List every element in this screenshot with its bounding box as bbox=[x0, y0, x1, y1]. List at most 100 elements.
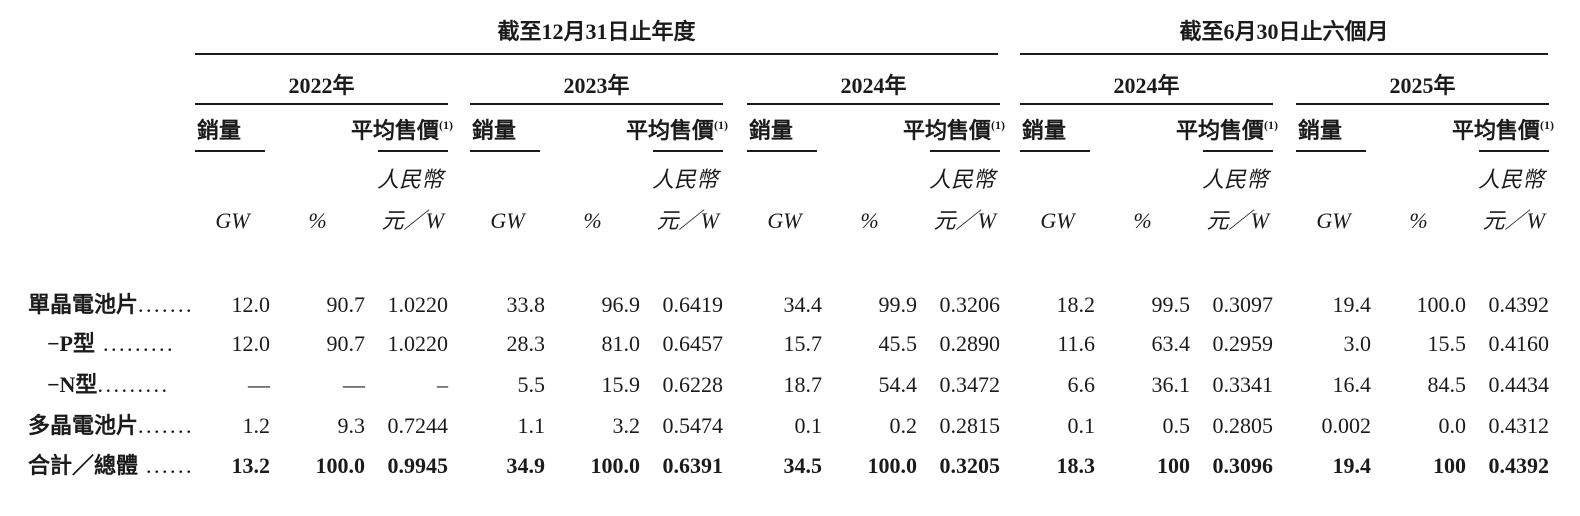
data-cell: 19.4 bbox=[1332, 292, 1372, 317]
data-cell: 0.4312 bbox=[1488, 413, 1550, 438]
data-cell: 54.4 bbox=[878, 372, 918, 397]
data-cell: 0.3206 bbox=[939, 292, 1001, 317]
period-section-underline bbox=[1020, 53, 1548, 55]
data-cell: 13.2 bbox=[231, 453, 271, 478]
leader-dots: ....... bbox=[138, 413, 195, 438]
data-cell: 12.0 bbox=[231, 331, 271, 356]
data-cell: 34.5 bbox=[783, 453, 823, 478]
data-cell: 11.6 bbox=[1057, 331, 1095, 356]
data-cell: 90.7 bbox=[326, 331, 366, 356]
volume-column-header: 銷量 bbox=[197, 118, 242, 143]
data-cell: 0.6228 bbox=[662, 372, 724, 397]
asp-underline bbox=[1203, 150, 1273, 152]
data-cell: 0.2805 bbox=[1212, 413, 1274, 438]
data-cell: 34.9 bbox=[506, 453, 546, 478]
data-cell: 3.2 bbox=[612, 413, 641, 438]
unit-gw-label: GW bbox=[1316, 208, 1351, 233]
currency-label: 人民幣 bbox=[376, 167, 443, 192]
asp-label: 平均售價 bbox=[625, 118, 714, 143]
volume-underline bbox=[1296, 150, 1366, 152]
data-cell: 0.2890 bbox=[939, 331, 1001, 356]
data-cell: 6.6 bbox=[1067, 372, 1096, 397]
unit-gw-label: GW bbox=[767, 208, 802, 233]
asp-underline bbox=[1479, 150, 1549, 152]
data-cell: — bbox=[248, 372, 270, 397]
data-cell: 3.0 bbox=[1343, 331, 1372, 356]
data-cell: 0.5 bbox=[1162, 413, 1191, 438]
data-cell: 0.4160 bbox=[1488, 331, 1550, 356]
year-header: 2024年 bbox=[1113, 73, 1180, 98]
data-cell: 1.0220 bbox=[387, 292, 449, 317]
year-underline bbox=[195, 103, 448, 105]
data-cell: 100.0 bbox=[1416, 292, 1467, 317]
data-cell: 0.2959 bbox=[1212, 331, 1274, 356]
volume-column-header: 銷量 bbox=[472, 118, 517, 143]
data-cell: 84.5 bbox=[1427, 372, 1467, 397]
data-cell: 100.0 bbox=[590, 453, 641, 478]
leader-dots: ...... bbox=[138, 453, 195, 478]
asp-underline bbox=[653, 150, 723, 152]
data-cell: 0.3341 bbox=[1212, 372, 1274, 397]
unit-percent-label: % bbox=[1133, 208, 1152, 233]
data-cell: 0.3096 bbox=[1212, 453, 1274, 478]
year-header: 2025年 bbox=[1389, 73, 1456, 98]
data-cell: 0.3205 bbox=[939, 453, 1001, 478]
data-cell: 0.2 bbox=[889, 413, 918, 438]
row-label-text: −N型 bbox=[47, 372, 98, 397]
data-cell: 1.0220 bbox=[387, 331, 449, 356]
data-cell: 45.5 bbox=[878, 331, 918, 356]
data-cell: 15.9 bbox=[601, 372, 641, 397]
asp-column-header: 平均售價(1) bbox=[860, 118, 1005, 144]
unit-gw-label: GW bbox=[490, 208, 525, 233]
volume-underline bbox=[195, 150, 265, 152]
asp-label: 平均售價 bbox=[1451, 118, 1540, 143]
data-cell: – bbox=[437, 372, 448, 397]
data-cell: 18.3 bbox=[1056, 453, 1096, 478]
data-cell: 96.9 bbox=[601, 292, 641, 317]
volume-column-header: 銷量 bbox=[749, 118, 794, 143]
unit-percent-label: % bbox=[308, 208, 327, 233]
year-underline bbox=[1020, 103, 1273, 105]
row-label: 合計／總體 ...... bbox=[28, 453, 194, 479]
data-cell: 0.3097 bbox=[1212, 292, 1274, 317]
asp-footnote-marker: (1) bbox=[1264, 118, 1278, 132]
data-cell: 0.3472 bbox=[939, 372, 1001, 397]
data-cell: 0.0 bbox=[1438, 413, 1467, 438]
year-header: 2024年 bbox=[840, 73, 907, 98]
data-cell: 0.6419 bbox=[662, 292, 724, 317]
data-cell: 18.2 bbox=[1056, 292, 1096, 317]
data-cell: 19.4 bbox=[1332, 453, 1372, 478]
unit-price-label: 元／W bbox=[381, 208, 444, 233]
asp-column-header: 平均售價(1) bbox=[308, 118, 453, 144]
row-label: 多晶電池片....... bbox=[28, 413, 194, 439]
asp-footnote-marker: (1) bbox=[439, 118, 453, 132]
unit-percent-label: % bbox=[1409, 208, 1428, 233]
unit-percent-label: % bbox=[860, 208, 879, 233]
unit-gw-label: GW bbox=[1040, 208, 1075, 233]
data-cell: 1.2 bbox=[242, 413, 271, 438]
currency-label: 人民幣 bbox=[651, 167, 718, 192]
data-cell: 33.8 bbox=[506, 292, 546, 317]
data-cell: 99.9 bbox=[878, 292, 918, 317]
leader-dots: ......... bbox=[94, 331, 175, 356]
leader-dots: ......... bbox=[97, 372, 170, 397]
asp-underline bbox=[378, 150, 448, 152]
unit-percent-label: % bbox=[583, 208, 602, 233]
data-cell: 0.4392 bbox=[1488, 292, 1550, 317]
data-cell: 100.0 bbox=[315, 453, 366, 478]
data-cell: 100 bbox=[1433, 453, 1466, 478]
data-cell: 36.1 bbox=[1151, 372, 1191, 397]
data-cell: 99.5 bbox=[1151, 292, 1191, 317]
year-header: 2022年 bbox=[288, 73, 355, 98]
leader-dots: ....... bbox=[138, 292, 195, 317]
asp-underline bbox=[930, 150, 1000, 152]
data-cell: 100 bbox=[1157, 453, 1190, 478]
row-label-text: 多晶電池片 bbox=[28, 413, 139, 438]
asp-label: 平均售價 bbox=[902, 118, 991, 143]
volume-underline bbox=[747, 150, 817, 152]
data-cell: 63.4 bbox=[1151, 331, 1191, 356]
data-cell: 0.1 bbox=[794, 413, 823, 438]
volume-underline bbox=[1020, 150, 1090, 152]
currency-label: 人民幣 bbox=[1477, 167, 1544, 192]
data-cell: 0.4434 bbox=[1488, 372, 1550, 397]
